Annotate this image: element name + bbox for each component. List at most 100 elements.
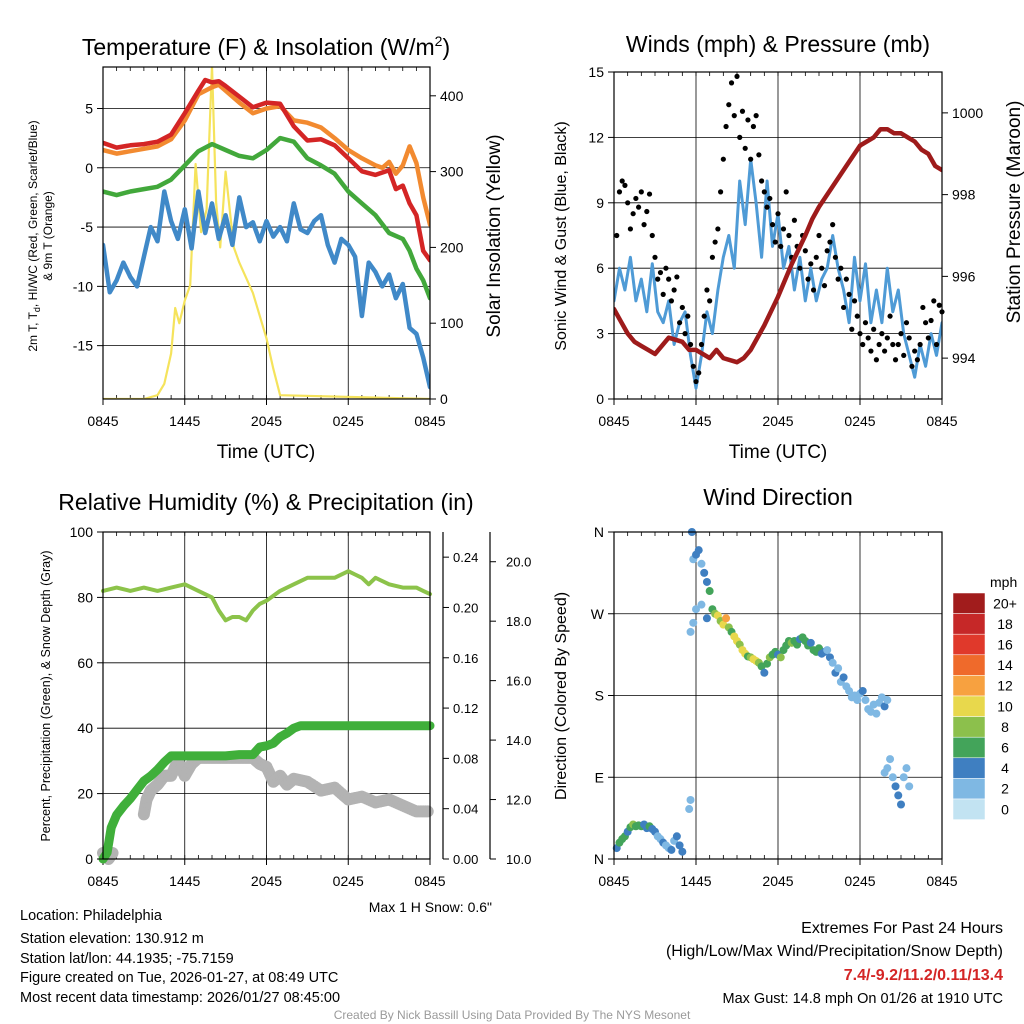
wind-gust-point	[769, 222, 776, 228]
wind-gust-point	[704, 287, 710, 293]
wind-gust-point	[890, 341, 896, 348]
direction-xtick-label: 1445	[680, 873, 711, 889]
precip-tick-label: 0.24	[453, 550, 478, 565]
wind-gust-point	[641, 222, 647, 228]
wind-gust-point	[802, 248, 808, 254]
wind-gust-point	[625, 200, 631, 206]
direction-point	[828, 658, 837, 667]
temp-chart: 0845 1445 2045 0245 0845 5 0 -5 -10 -15 400 300 200 1…	[73, 66, 464, 429]
colorbar-swatch	[952, 716, 986, 738]
colorbar-swatch	[952, 592, 986, 614]
temp-xtick-label: 0845	[87, 413, 118, 429]
wind-gust-point	[898, 331, 904, 337]
wind-gust-point	[879, 331, 885, 337]
direction-point	[689, 618, 698, 627]
direction-ytick-label: S	[595, 688, 604, 704]
temp-series-line-td	[103, 135, 430, 301]
colorbar-swatch	[952, 778, 986, 800]
direction-point	[686, 795, 695, 804]
direction-point	[880, 702, 889, 711]
temp-y-label-right: Solar Insolation (Yellow)	[484, 134, 505, 337]
latlon-text: Station lat/lon: 44.1935; -75.7159	[20, 951, 234, 967]
temp-xtick-label: 1445	[169, 413, 200, 429]
wind-gust-point	[739, 108, 746, 114]
wind-gust-point	[627, 226, 634, 232]
wind-plot-frame	[613, 71, 943, 400]
wind-gust-point	[791, 217, 798, 223]
wind-gust-point	[933, 341, 940, 348]
temp-chart-title: Temperature (F) & Insolation (W/m2)	[82, 33, 450, 60]
wind-gust-point	[687, 341, 694, 348]
wind-left-ytick-label: 9	[596, 195, 604, 211]
snow-tick-label: 12.0	[506, 793, 531, 808]
extremes-description: (High/Low/Max Wind/Precipitation/Snow De…	[666, 943, 1003, 960]
wind-gust-point	[698, 341, 705, 348]
rh-xtick-label: 1445	[169, 873, 200, 889]
wind-gust-point	[720, 156, 726, 162]
wind-gust-point	[925, 335, 931, 341]
direction-point	[891, 782, 900, 791]
temp-xtick-label: 0845	[414, 413, 445, 429]
wind-left-ytick-label: 6	[596, 260, 604, 276]
wind-gust-point	[906, 335, 912, 341]
temp-y-label-left: 2m T, Td, HI/WC (Red, Green, Scarlet/Blu…	[26, 120, 55, 351]
pressure-line	[614, 126, 942, 365]
direction-point	[806, 638, 815, 647]
direction-point	[899, 773, 908, 782]
wind-gust-point	[936, 302, 942, 308]
wind-gust-point	[630, 211, 636, 217]
rh-left-ytick-label: 60	[77, 655, 93, 671]
direction-point	[692, 605, 700, 614]
wind-gust-point	[655, 276, 661, 282]
wind-gust-point	[737, 134, 743, 140]
direction-point	[763, 659, 772, 668]
snow-tick-label: 20.0	[506, 555, 531, 570]
direction-point	[861, 696, 870, 705]
direction-point	[722, 614, 731, 623]
direction-point	[883, 696, 892, 705]
wind-gust-point	[846, 291, 852, 297]
rh-left-ytick-label: 20	[77, 786, 93, 802]
wind-gust-point	[887, 313, 893, 319]
rh-line	[101, 569, 432, 623]
precip-line	[98, 721, 435, 864]
wind-gust-point	[797, 265, 803, 271]
extremes-title: Extremes For Past 24 Hours	[801, 920, 1003, 937]
wind-gust-point	[851, 298, 858, 304]
wind-gust-point	[753, 113, 759, 119]
wind-right-ytick-label: 996	[952, 268, 976, 284]
rh-plot-frame	[102, 531, 431, 860]
wind-gust-point	[813, 254, 819, 260]
colorbar-label: 12	[997, 678, 1013, 694]
wind-right-ytick-label: 998	[952, 187, 976, 203]
wind-gust-point	[786, 232, 792, 239]
wind-gust-point	[909, 363, 915, 369]
wind-right-ytick-label: 994	[952, 350, 976, 366]
direction-point	[776, 653, 785, 662]
wind-gust-point	[638, 189, 644, 195]
temp-series-line-hiwc	[103, 189, 430, 390]
wind-left-ytick-label: 0	[596, 391, 604, 407]
wind-gust-point	[679, 304, 685, 311]
wind-gust-point	[759, 178, 765, 184]
rh-left-ytick-label: 0	[85, 851, 93, 867]
colorbar-swatch	[952, 736, 986, 759]
wind-gust-point	[690, 363, 696, 369]
wind-gust-point	[884, 335, 890, 341]
wind-gust-point	[783, 189, 789, 195]
wind-gust-point	[734, 73, 740, 79]
wind-gust-point	[761, 189, 767, 195]
wind-gust-point	[668, 298, 675, 304]
snow-depth-point	[421, 805, 434, 818]
direction-point	[705, 587, 714, 596]
direction-xtick-label: 0845	[598, 873, 629, 889]
extremes-panel: Extremes For Past 24 Hours (High/Low/Max…	[666, 920, 1003, 1007]
precip-tick-label: 0.12	[453, 701, 478, 716]
created-text: Figure created on Tue, 2026-01-27, at 08…	[20, 970, 338, 986]
colorbar-label: 2	[1001, 781, 1009, 797]
wind-gust-point	[663, 265, 669, 271]
wind-gust-point	[616, 189, 623, 195]
wind-gust-point	[876, 341, 882, 348]
colorbar-label: 14	[997, 657, 1013, 673]
svg-text:& 9m T (Orange): & 9m T (Orange)	[41, 191, 55, 281]
